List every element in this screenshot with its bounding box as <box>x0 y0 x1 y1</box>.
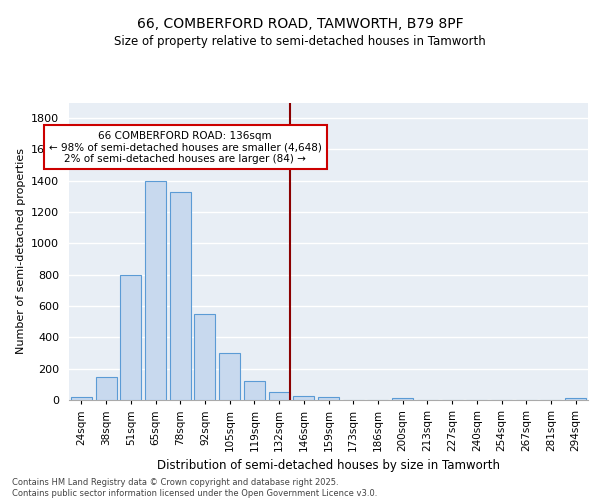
Bar <box>194 314 215 400</box>
Bar <box>318 397 339 400</box>
Bar <box>565 398 586 400</box>
Bar <box>71 397 92 400</box>
Bar <box>269 392 290 400</box>
Bar <box>170 192 191 400</box>
Text: 66 COMBERFORD ROAD: 136sqm
← 98% of semi-detached houses are smaller (4,648)
2% : 66 COMBERFORD ROAD: 136sqm ← 98% of semi… <box>49 130 322 164</box>
Bar <box>95 376 116 400</box>
Bar <box>120 274 141 400</box>
Text: Contains HM Land Registry data © Crown copyright and database right 2025.
Contai: Contains HM Land Registry data © Crown c… <box>12 478 377 498</box>
Text: 66, COMBERFORD ROAD, TAMWORTH, B79 8PF: 66, COMBERFORD ROAD, TAMWORTH, B79 8PF <box>137 18 463 32</box>
Bar <box>392 398 413 400</box>
Text: Size of property relative to semi-detached houses in Tamworth: Size of property relative to semi-detach… <box>114 35 486 48</box>
Bar <box>219 353 240 400</box>
X-axis label: Distribution of semi-detached houses by size in Tamworth: Distribution of semi-detached houses by … <box>157 460 500 472</box>
Bar <box>293 396 314 400</box>
Bar <box>244 381 265 400</box>
Y-axis label: Number of semi-detached properties: Number of semi-detached properties <box>16 148 26 354</box>
Bar <box>145 181 166 400</box>
